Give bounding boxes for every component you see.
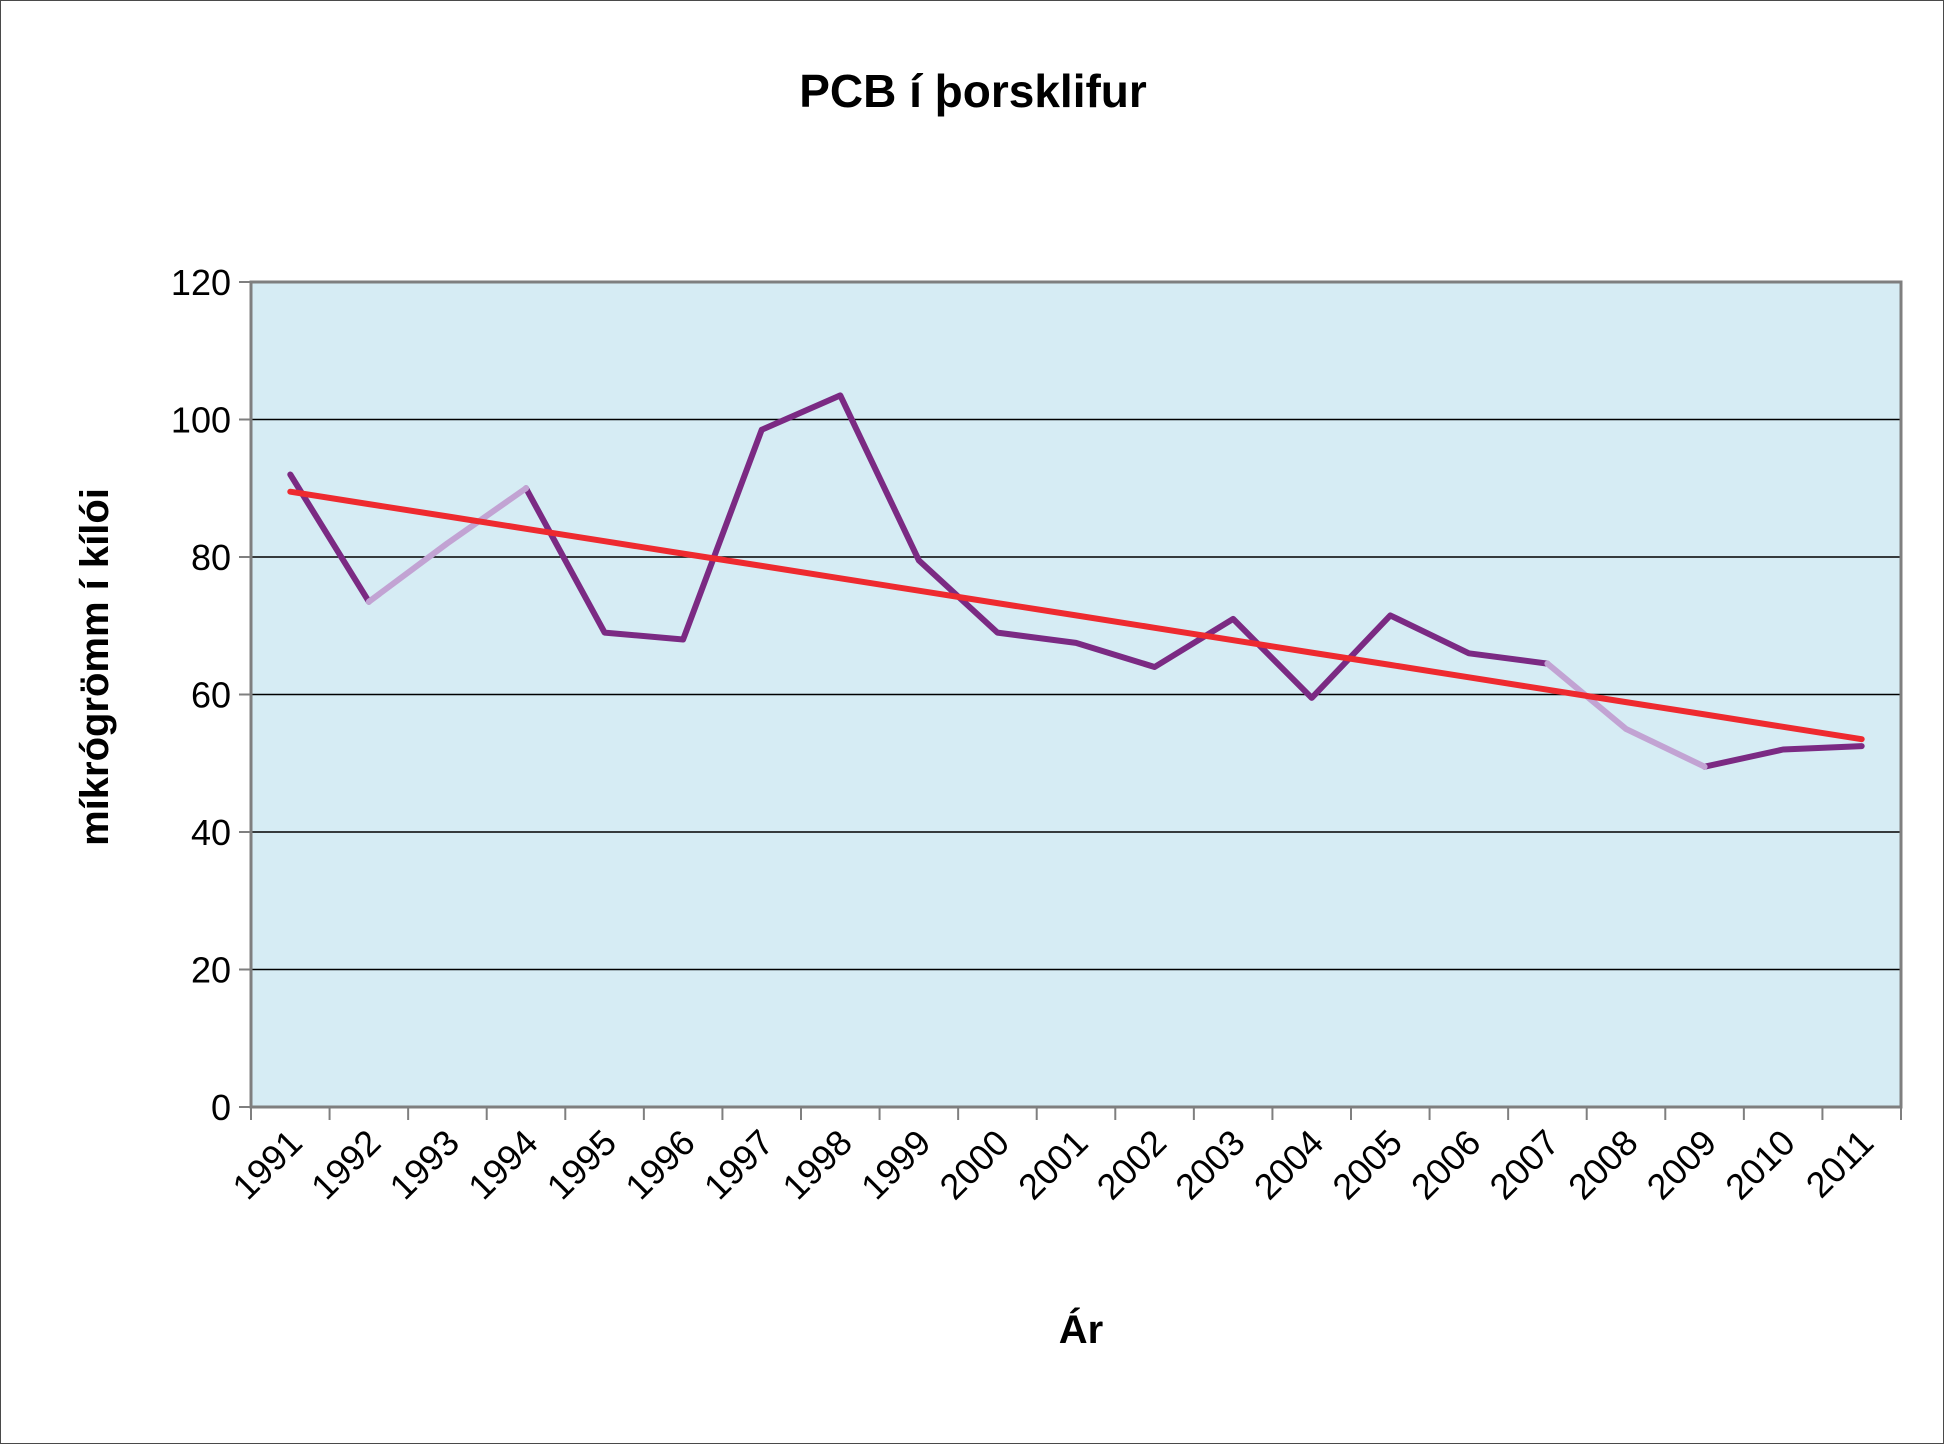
x-tick-label: 2008 — [1560, 1122, 1646, 1208]
y-tick-label: 80 — [191, 537, 231, 578]
y-axis-title: míkrógrömm í kílói — [73, 488, 117, 846]
x-tick-label: 2007 — [1481, 1122, 1567, 1208]
x-tick-label: 2010 — [1717, 1122, 1803, 1208]
chart-title: PCB í þorsklifur — [799, 65, 1147, 117]
x-tick-label: 2002 — [1089, 1122, 1175, 1208]
y-tick-label: 60 — [191, 675, 231, 716]
y-tick-label: 20 — [191, 950, 231, 991]
series-line-1 — [523, 392, 1551, 701]
series-line-3 — [287, 488, 1865, 743]
x-tick-label: 1996 — [617, 1122, 703, 1208]
x-tick-label: 2011 — [1798, 1122, 1882, 1206]
series-lines — [287, 392, 1865, 770]
series-line-2 — [365, 485, 529, 605]
x-tick-label: 1999 — [853, 1122, 939, 1208]
x-tick-label: 1995 — [539, 1122, 625, 1208]
series-line-2 — [1544, 660, 1708, 770]
x-tick-label: 2009 — [1639, 1122, 1725, 1208]
x-tick-label: 2006 — [1403, 1122, 1489, 1208]
series-line-1 — [1701, 743, 1865, 770]
x-axis-title: Ár — [1059, 1307, 1103, 1352]
y-tick-label: 0 — [211, 1087, 231, 1128]
x-tick-label: 1998 — [774, 1122, 860, 1208]
x-tick-label: 1992 — [303, 1122, 389, 1208]
x-axis-ticks: 1991199219931994199519961997199819992000… — [224, 1107, 1902, 1208]
x-tick-label: 1991 — [224, 1122, 310, 1208]
x-tick-label: 2003 — [1167, 1122, 1253, 1208]
x-tick-label: 2000 — [931, 1122, 1017, 1208]
x-tick-label: 2004 — [1246, 1122, 1332, 1208]
y-axis-ticks: 0 20 40 60 80 100 120 — [171, 262, 251, 1128]
y-tick-label: 100 — [171, 400, 231, 441]
x-tick-label: 2005 — [1324, 1122, 1410, 1208]
x-tick-label: 1993 — [381, 1122, 467, 1208]
x-tick-label: 1994 — [460, 1122, 546, 1208]
x-tick-label: 2001 — [1010, 1122, 1096, 1208]
x-tick-label: 1997 — [696, 1122, 782, 1208]
y-tick-label: 40 — [191, 812, 231, 853]
y-tick-label: 120 — [171, 262, 231, 303]
